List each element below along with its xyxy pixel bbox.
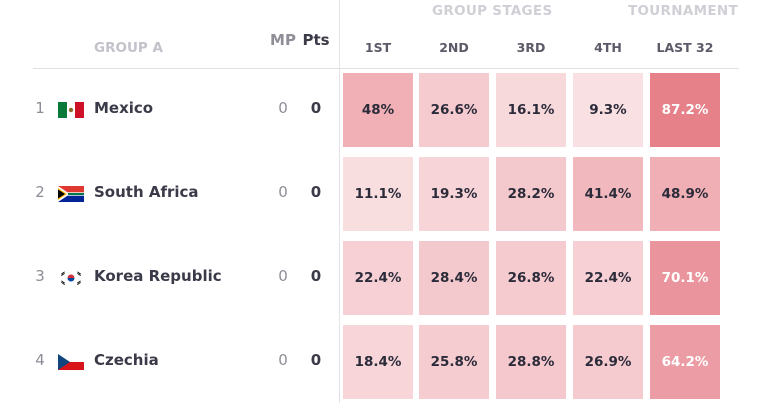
heat-cell: 28.4% [419, 241, 489, 315]
header-divider [33, 68, 739, 69]
group-title: GROUP A [94, 40, 163, 56]
rank: 2 [35, 183, 45, 201]
team-name[interactable]: Czechia [94, 351, 159, 369]
team-name[interactable]: Korea Republic [94, 267, 222, 285]
heat-cell: 26.9% [573, 325, 643, 399]
team-name[interactable]: Mexico [94, 99, 154, 117]
points: 0 [310, 267, 322, 285]
south-africa-flag-icon [58, 186, 84, 202]
column-divider [339, 0, 340, 403]
heat-cell: 48% [343, 73, 413, 147]
pts-header[interactable]: Pts [302, 31, 330, 49]
heat-cell: 28.2% [496, 157, 566, 231]
heat-cell: 25.8% [419, 325, 489, 399]
rank: 1 [35, 99, 45, 117]
heat-cell: 26.6% [419, 73, 489, 147]
heat-cell: 22.4% [343, 241, 413, 315]
matches-played: 0 [278, 99, 288, 117]
rank: 3 [35, 267, 45, 285]
points: 0 [310, 183, 322, 201]
heat-cell: 87.2% [650, 73, 720, 147]
heat-cell: 70.1% [650, 241, 720, 315]
korea-republic-flag-icon [58, 270, 84, 286]
team-name[interactable]: South Africa [94, 183, 199, 201]
col-header-4th[interactable]: 4TH [594, 40, 622, 55]
mp-header[interactable]: MP [270, 31, 296, 49]
matches-played: 0 [278, 267, 288, 285]
points: 0 [310, 351, 322, 369]
table-row[interactable]: 3 Korea Republic 0 0 22.4% 28.4% 26.8% 2… [0, 236, 759, 320]
heat-cell: 16.1% [496, 73, 566, 147]
heat-cell: 48.9% [650, 157, 720, 231]
heat-cell: 18.4% [343, 325, 413, 399]
col-header-2nd[interactable]: 2ND [439, 40, 469, 55]
table-row[interactable]: 1 Mexico 0 0 48% 26.6% 16.1% 9.3% 87.2% [0, 68, 759, 152]
heat-cell: 64.2% [650, 325, 720, 399]
tournament-heading: TOURNAMENT [628, 3, 738, 19]
heat-cell: 19.3% [419, 157, 489, 231]
mexico-flag-icon [58, 102, 84, 118]
col-header-last-32[interactable]: LAST 32 [656, 40, 714, 55]
table-row[interactable]: 2 South Africa 0 0 11.1% 19.3% 28.2% 41.… [0, 152, 759, 236]
col-header-1st[interactable]: 1ST [364, 40, 392, 55]
matches-played: 0 [278, 351, 288, 369]
matches-played: 0 [278, 183, 288, 201]
heat-cell: 26.8% [496, 241, 566, 315]
group-stages-heading: GROUP STAGES [432, 3, 553, 19]
heat-cell: 11.1% [343, 157, 413, 231]
heat-cell: 22.4% [573, 241, 643, 315]
heat-cell: 41.4% [573, 157, 643, 231]
col-header-3rd[interactable]: 3RD [516, 40, 546, 55]
czechia-flag-icon [58, 354, 84, 370]
rank: 4 [35, 351, 45, 369]
heat-cell: 28.8% [496, 325, 566, 399]
table-row[interactable]: 4 Czechia 0 0 18.4% 25.8% 28.8% 26.9% 64… [0, 320, 759, 403]
points: 0 [310, 99, 322, 117]
heat-cell: 9.3% [573, 73, 643, 147]
